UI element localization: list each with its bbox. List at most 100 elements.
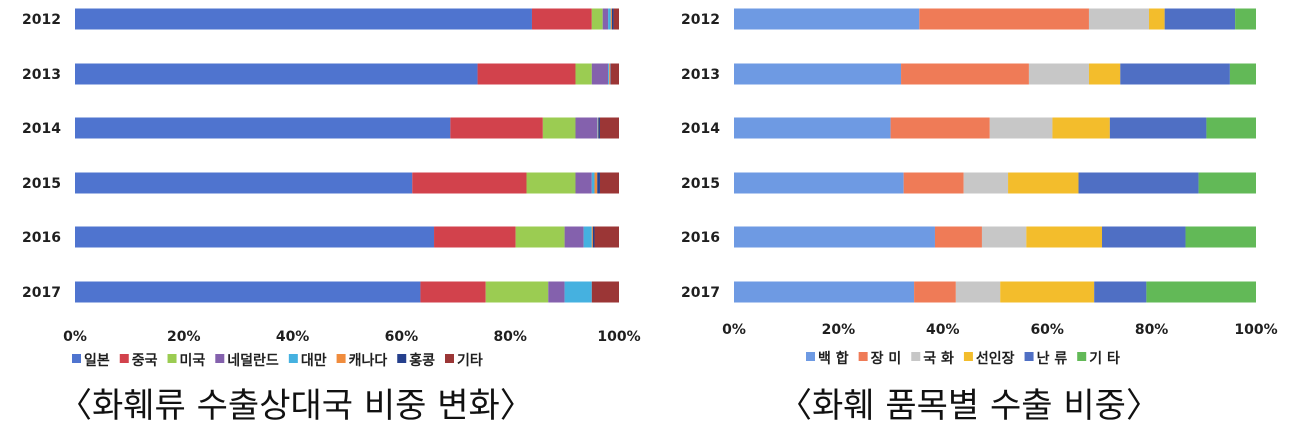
x-tick-label: 20%: [822, 322, 856, 338]
legend-swatch: [1077, 352, 1087, 361]
legend-swatch: [963, 352, 973, 361]
bar-segment: [594, 172, 598, 194]
bar-segment: [919, 8, 1089, 30]
legend-swatch: [119, 354, 129, 363]
bar-segment: [591, 63, 609, 85]
bar-segment: [1198, 172, 1256, 194]
legend-label: 캐나다: [349, 353, 388, 369]
x-tick-label: 60%: [1030, 322, 1064, 338]
legend-swatch: [445, 354, 454, 363]
legend-label: 백 합: [818, 350, 849, 367]
x-tick-label: 80%: [1135, 322, 1169, 338]
bar-segment: [575, 172, 592, 194]
bar-segment: [613, 8, 619, 30]
bar-segment: [477, 63, 576, 85]
bar-segment: [591, 172, 595, 194]
bar-segment: [1000, 281, 1095, 303]
bar-segment: [75, 117, 451, 139]
bar-segment: [75, 281, 421, 303]
bar-segment: [485, 281, 549, 303]
legend-swatch: [336, 354, 346, 363]
bar-segment: [734, 172, 904, 194]
y-tick-label: 2015: [681, 176, 720, 192]
bar-segment: [598, 117, 600, 139]
bar-segment: [1078, 172, 1199, 194]
bar-segment: [734, 281, 915, 303]
bar-segment: [1206, 117, 1256, 139]
bar-segment: [526, 172, 576, 194]
bar-segment: [608, 63, 610, 85]
bar-segment: [609, 63, 611, 85]
bar-segment: [1026, 226, 1103, 248]
bar-segment: [901, 63, 1029, 85]
legend-swatch: [167, 354, 177, 363]
bar-segment: [1235, 8, 1256, 30]
y-tick-label: 2017: [681, 285, 720, 301]
bar-segment: [1120, 63, 1230, 85]
legend-swatch: [288, 354, 298, 363]
bar-segment: [1229, 63, 1256, 85]
x-tick-label: 80%: [493, 329, 527, 345]
bar-segment: [597, 117, 598, 139]
bar-segment: [564, 281, 592, 303]
bar-segment: [1052, 117, 1110, 139]
bar-segment: [575, 117, 598, 139]
bar-segment: [1028, 63, 1089, 85]
bar-segment: [1094, 281, 1147, 303]
x-tick-label: 40%: [276, 329, 310, 345]
bar-segment: [903, 172, 964, 194]
bar-segment: [963, 172, 1009, 194]
legend-label: 중국: [132, 353, 158, 369]
y-tick-label: 2013: [22, 67, 61, 83]
bar-segment: [610, 63, 619, 85]
legend-swatch: [911, 352, 921, 361]
y-tick-label: 2012: [22, 12, 61, 28]
y-tick-label: 2016: [22, 230, 61, 246]
bar-segment: [1148, 8, 1165, 30]
bar-segment: [1146, 281, 1256, 303]
bar-segment: [542, 117, 576, 139]
bar-segment: [591, 8, 603, 30]
bar-segment: [75, 172, 413, 194]
bar-segment: [75, 63, 478, 85]
bar-segment: [599, 117, 619, 139]
bar-segment: [1102, 226, 1186, 248]
legend-swatch: [215, 354, 225, 363]
bar-segment: [1185, 226, 1256, 248]
x-tick-label: 60%: [385, 329, 419, 345]
bar-segment: [1109, 117, 1207, 139]
bar-segment: [602, 8, 609, 30]
flower-item-share-chart: 2012 2013 2014 2015 2016 2017 0% 20% 40% 60% 80% 10…: [681, 8, 1278, 367]
bar-segment: [981, 226, 1027, 248]
bar-segment: [734, 117, 891, 139]
x-tick-label: 0%: [63, 329, 87, 345]
y-tick-label: 2017: [22, 285, 61, 301]
bar-segment: [575, 63, 592, 85]
legend-label: 기타: [457, 353, 483, 369]
x-tick-label: 20%: [167, 329, 201, 345]
bar-segment: [564, 226, 584, 248]
bar-segment: [610, 8, 612, 30]
legend-swatch: [858, 352, 868, 361]
bar-segment: [450, 117, 543, 139]
bar-segment: [597, 172, 600, 194]
bar-segment: [734, 226, 935, 248]
x-tick-label: 0%: [722, 322, 746, 338]
bar-segment: [591, 226, 593, 248]
bar-segment: [531, 8, 592, 30]
bar-segment: [1088, 63, 1121, 85]
legend-label: 난 류: [1037, 350, 1068, 367]
legend-label: 국 화: [923, 351, 954, 367]
bar-segment: [420, 281, 486, 303]
bar-segment: [75, 8, 532, 30]
bar-segment: [989, 117, 1053, 139]
bar-segment: [412, 172, 527, 194]
bar-segment: [734, 8, 920, 30]
bar-segment: [955, 281, 1001, 303]
bar-segment: [611, 8, 614, 30]
legend-label: 기 타: [1089, 351, 1120, 367]
legend-label: 네덜란드: [227, 352, 279, 369]
bar-segment: [75, 226, 435, 248]
legend-label: 대만: [301, 353, 327, 369]
